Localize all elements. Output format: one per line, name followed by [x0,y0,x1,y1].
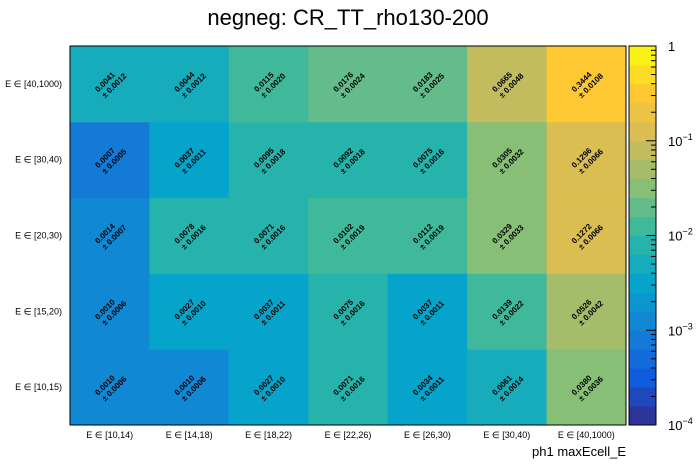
colorbar-segment [629,235,656,255]
heatmap-cell [467,46,548,123]
colorbar-segment [629,311,656,331]
colorbar-segment [629,102,656,123]
heatmap-cell [149,121,230,199]
y-tick-label: E ∈ [40,1000) [5,79,62,89]
colorbar-segment [629,292,656,312]
heatmap-cell [308,197,389,274]
heatmap-cell [387,349,468,426]
heatmap-cell [308,349,389,426]
colorbar-segment [629,121,656,142]
heatmap-cell [387,273,468,350]
x-tick-label: E ∈ [18,22) [245,430,292,440]
colorbar-segment [629,273,656,293]
heatmap-cell [546,121,627,199]
heatmap-cell [308,273,389,350]
colorbar-segment [629,83,656,104]
heatmap-cell [149,46,230,123]
colorbar-segment [629,46,656,66]
heatmap-cell [228,273,309,350]
colorbar-segment [629,216,656,236]
plot-frame [69,45,627,426]
colorbar-tick-exponent: −4 [682,416,692,426]
y-axis-ticks: E ∈ [10,15) E ∈ [15,20) E ∈ [20,30) E ∈ [30… [5,79,62,392]
heatmap-cell [70,273,150,350]
colorbar-tick-label: 10−2 [668,227,693,244]
colorbar: 1 10−1 10−2 10−3 10−4 [628,39,693,433]
heatmap-cell [149,349,230,426]
heatmap-cell [467,349,548,426]
x-tick-label: E ∈ [10,14) [86,430,133,440]
colorbar-tick-exponent: −2 [682,227,692,237]
x-axis-ticks: E ∈ [10,14) E ∈ [14,18) E ∈ [18,22) E ∈ [22… [86,430,614,440]
heatmap-cell [308,121,389,199]
heatmap-cells [70,46,627,426]
heatmap-cell [70,349,150,426]
colorbar-tick-exponent: −1 [682,132,692,142]
colorbar-segment [629,387,656,407]
heatmap-cell [70,197,150,274]
colorbar-segment [629,197,656,218]
heatmap-cell [546,46,627,123]
heatmap-cell [70,46,150,123]
colorbar-tick-label: 1 [668,39,675,54]
colorbar-tick-label: 10−1 [668,132,693,149]
colorbar-tick-exponent: −3 [682,321,692,331]
heatmap-cell [228,121,309,199]
x-tick-label: E ∈ [22,26) [325,430,372,440]
x-tick-label: E ∈ [30,40) [483,430,530,440]
x-tick-label: E ∈ [26,30) [404,430,451,440]
colorbar-segment [629,178,656,199]
heatmap-cell [387,121,468,199]
heatmap-cell [228,349,309,426]
heatmap-cell [70,121,150,199]
heatmap-cell [387,197,468,274]
colorbar-segment [629,349,656,369]
colorbar-segment [629,254,656,274]
colorbar-tick-label: 10−4 [668,416,693,433]
x-axis-title: ph1 maxEcell_E [532,444,626,459]
x-tick-label: E ∈ [40,1000) [558,430,615,440]
colorbar-segment [629,159,656,180]
heatmap-cell [467,121,548,199]
colorbar-segment [629,406,656,426]
colorbar-segment [629,330,656,350]
y-tick-label: E ∈ [30,40) [15,155,62,165]
y-tick-label: E ∈ [20,30) [15,231,62,241]
colorbar-segment [629,368,656,388]
colorbar-segment [629,64,656,85]
heatmap-cell [546,349,627,426]
chart-title: negneg: CR_TT_rho130-200 [207,5,488,30]
heatmap-cell [228,197,309,274]
heatmap-cell [149,197,230,274]
heatmap-cell [228,46,309,123]
x-tick-label: E ∈ [14,18) [166,430,213,440]
heatmap-cell [546,273,627,350]
colorbar-tick-label: 10−3 [668,321,693,338]
heatmap-cell [467,273,548,350]
heatmap-cell [467,197,548,274]
colorbar-segment [629,140,656,161]
heatmap-cell [149,273,230,350]
y-tick-label: E ∈ [15,20) [15,306,62,316]
heatmap-cell [546,197,627,274]
heatmap-cell [387,46,468,123]
y-tick-label: E ∈ [10,15) [15,382,62,392]
heatmap-cell [308,46,389,123]
